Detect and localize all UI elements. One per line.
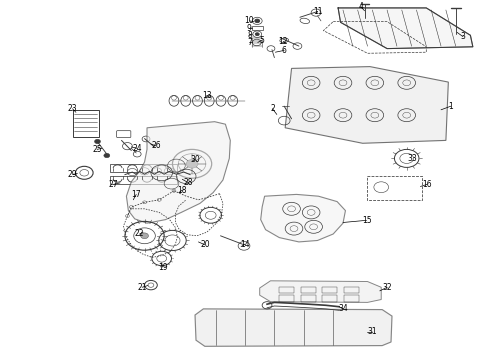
Bar bbox=[252, 26, 263, 30]
Bar bbox=[322, 295, 337, 302]
Text: 18: 18 bbox=[177, 186, 187, 194]
Bar bbox=[301, 295, 316, 302]
Text: 13: 13 bbox=[202, 91, 212, 100]
Text: 8: 8 bbox=[247, 31, 252, 40]
Text: 17: 17 bbox=[131, 190, 141, 199]
Circle shape bbox=[95, 139, 100, 144]
Text: 12: 12 bbox=[278, 37, 288, 46]
Text: 27: 27 bbox=[109, 180, 119, 189]
Text: 7: 7 bbox=[247, 38, 252, 47]
Bar bbox=[344, 295, 359, 302]
Text: 28: 28 bbox=[184, 178, 194, 187]
Text: 30: 30 bbox=[190, 155, 200, 163]
Text: 10: 10 bbox=[245, 16, 254, 25]
Text: 31: 31 bbox=[368, 328, 377, 336]
Circle shape bbox=[104, 153, 110, 158]
Text: 4: 4 bbox=[358, 2, 363, 11]
Text: 2: 2 bbox=[270, 104, 275, 113]
Text: 34: 34 bbox=[338, 304, 348, 313]
Bar bbox=[301, 287, 316, 293]
Text: 9: 9 bbox=[247, 23, 252, 32]
Polygon shape bbox=[338, 8, 473, 49]
Circle shape bbox=[186, 159, 198, 168]
Circle shape bbox=[255, 19, 260, 23]
Circle shape bbox=[255, 33, 259, 36]
Bar bbox=[279, 295, 294, 302]
Text: 15: 15 bbox=[362, 216, 371, 225]
Text: 25: 25 bbox=[92, 145, 102, 154]
Polygon shape bbox=[261, 194, 345, 242]
Text: 29: 29 bbox=[68, 170, 77, 179]
Bar bbox=[110, 164, 177, 172]
Text: 22: 22 bbox=[135, 230, 145, 238]
Text: 16: 16 bbox=[422, 180, 432, 189]
Text: 33: 33 bbox=[408, 154, 417, 163]
Text: 14: 14 bbox=[240, 240, 250, 248]
Circle shape bbox=[141, 233, 148, 239]
Text: 3: 3 bbox=[461, 32, 465, 41]
Polygon shape bbox=[195, 309, 392, 346]
Text: 19: 19 bbox=[158, 263, 168, 271]
Text: 20: 20 bbox=[200, 240, 210, 249]
Text: 1: 1 bbox=[448, 102, 453, 111]
Bar bbox=[73, 110, 99, 137]
Text: 26: 26 bbox=[151, 141, 161, 150]
Text: 21: 21 bbox=[137, 283, 147, 292]
Bar bbox=[322, 287, 337, 293]
Bar bbox=[110, 176, 177, 184]
Polygon shape bbox=[260, 281, 381, 302]
Bar bbox=[344, 287, 359, 293]
Text: 11: 11 bbox=[313, 7, 322, 16]
Text: 6: 6 bbox=[282, 46, 287, 55]
Text: 32: 32 bbox=[382, 283, 392, 292]
Text: 23: 23 bbox=[68, 104, 77, 113]
Polygon shape bbox=[285, 67, 448, 143]
Text: 24: 24 bbox=[132, 144, 142, 153]
Polygon shape bbox=[126, 122, 230, 223]
Bar bbox=[279, 287, 294, 293]
Text: 5: 5 bbox=[259, 36, 264, 45]
